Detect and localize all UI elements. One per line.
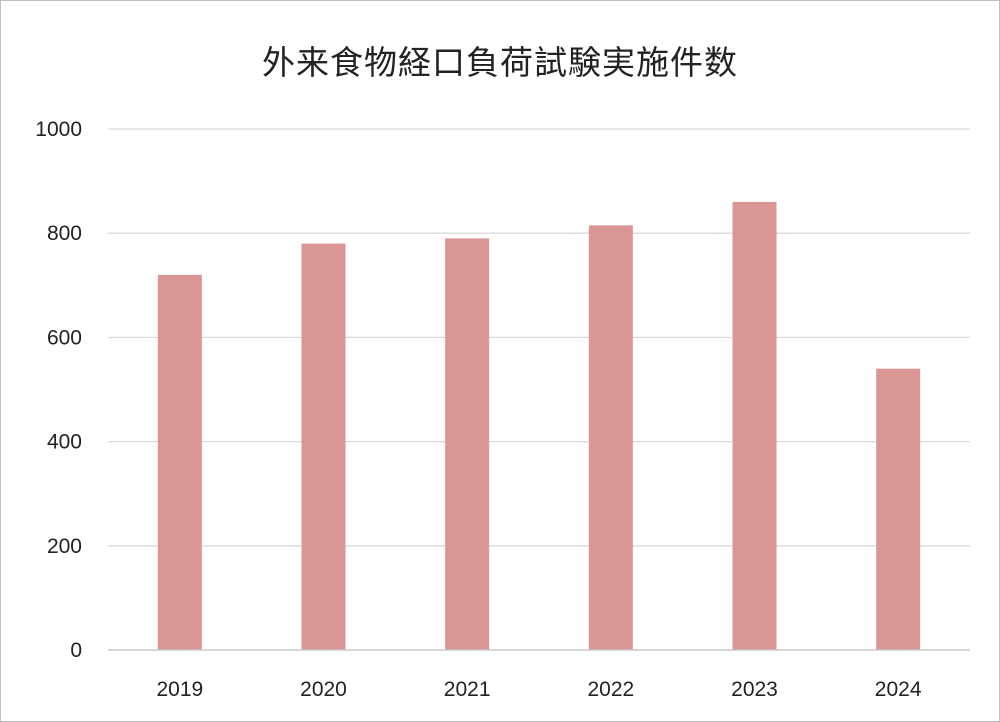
- x-tick-label: 2019: [156, 678, 203, 701]
- bar-2021: [445, 238, 490, 650]
- x-tick-label: 2023: [731, 678, 778, 701]
- y-tick-label: 400: [47, 431, 82, 454]
- y-tick-label: 1000: [35, 118, 82, 141]
- bars: [157, 201, 921, 650]
- bar-2023: [732, 201, 777, 650]
- x-tick-label: 2020: [300, 678, 347, 701]
- x-tick-label: 2024: [875, 678, 922, 701]
- chart-title: 外来食物経口負荷試験実施件数: [262, 43, 738, 82]
- y-tick-label: 200: [47, 535, 82, 558]
- x-tick-label: 2021: [444, 678, 491, 701]
- bar-2024: [876, 368, 921, 650]
- x-axis-ticks: 2019 2020 2021 2022 2023 2024: [156, 678, 921, 701]
- y-tick-label: 800: [47, 222, 82, 245]
- bar-2022: [588, 225, 633, 650]
- bar-2019: [157, 274, 202, 650]
- gridlines: [108, 128, 970, 547]
- y-tick-label: 600: [47, 326, 82, 349]
- bar-2020: [301, 243, 346, 650]
- y-axis-ticks: 0 200 400 600 800 1000: [35, 118, 82, 662]
- x-tick-label: 2022: [587, 678, 634, 701]
- y-tick-label: 0: [70, 639, 82, 662]
